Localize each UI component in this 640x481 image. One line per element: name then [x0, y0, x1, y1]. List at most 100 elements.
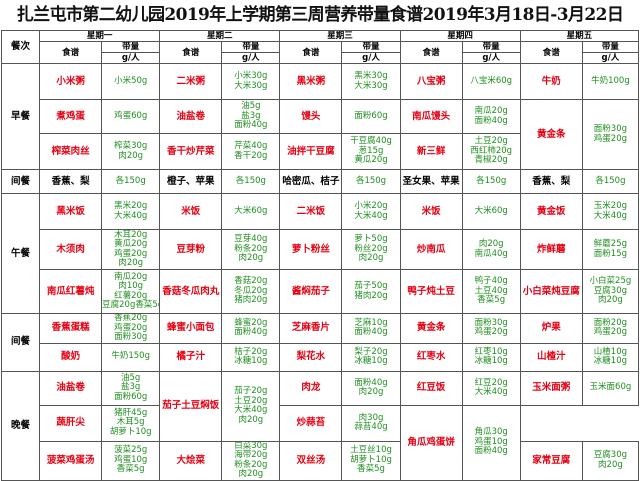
dish-column-header: 食谱: [519, 41, 583, 64]
ingredient-line: 角瓜30g: [474, 427, 508, 438]
ingredient-quantities: 白菜30g 海带20g 粉条20g 肉20g: [221, 440, 281, 481]
ingredient-quantities: 菠菜25g 鸡蛋10g 香菜5g: [101, 440, 161, 481]
ingredient-line: 肉20g: [598, 295, 623, 306]
ingredient-line: 大米40g: [354, 210, 388, 221]
ingredient-quantities: 榨菜30g 肉20g: [101, 133, 161, 170]
ingredient-line: 土豆20g: [234, 395, 268, 406]
ingredient-quantities: 面粉20g 鸡蛋20g: [581, 313, 640, 344]
dish-name: 黄金饭: [519, 193, 583, 230]
dish-name: 橙子、苹果: [159, 169, 223, 194]
dish-name: 香菇冬瓜肉丸: [159, 269, 223, 314]
ingredient-line: 香菜5g: [477, 295, 506, 306]
ingredient-line: 梨子20g: [354, 346, 388, 357]
ingredient-line: 八宝米60g: [470, 75, 513, 86]
ingredient-line: 香蕉20g: [114, 313, 148, 323]
ingredient-line: 茄子50g: [354, 281, 388, 291]
dish-name: 炉果: [519, 313, 583, 344]
ingredient-quantities: 桔子20g 冰糖10g: [221, 342, 281, 372]
ingredient-line: 冰糖10g: [593, 356, 628, 366]
weekday-header: 星期四: [399, 30, 521, 42]
ingredient-line: 黄瓜20g: [114, 239, 148, 249]
table-row: 间餐 香蕉、梨 各150g 橙子、苹果 各150g 哈密瓜、桔子 各150g 圣女果、苹果 各1…: [0, 169, 640, 194]
ingredient-quantities: 鸭子40g 土豆40g 香菜5g: [461, 269, 521, 314]
ingredient-line: 红枣10g: [474, 346, 508, 357]
ingredient-line: 海带20g: [234, 450, 268, 460]
ingredient-line: 肉20g: [598, 459, 623, 470]
ingredient-quantities: 猪肝45g 木耳5g 胡萝卜10g: [101, 404, 161, 442]
qty-column-header: 带量: [101, 41, 161, 53]
ingredient-line: 面粉40g: [474, 446, 508, 457]
dish-name: 梨花水: [279, 342, 343, 372]
ingredient-quantities: 各150g: [461, 169, 521, 194]
dish-name: 八宝粥: [399, 63, 463, 100]
ingredient-line: 南瓜20g: [474, 106, 508, 116]
dish-name: 南瓜红薯炖: [39, 269, 103, 314]
ingredient-line: 小白菜25g: [589, 276, 632, 287]
ingredient-line: 面粉30g: [474, 317, 508, 328]
ingredient-line: 蒜苔40g: [354, 422, 388, 432]
ingredient-line: 冰糖10g: [354, 356, 388, 366]
ingredient-line: 面粉40g: [234, 120, 268, 131]
ingredient-line: 土豆丝10g: [350, 445, 392, 456]
ingredient-line: 木耳5g: [116, 417, 145, 428]
ingredient-quantities: 萝卜50g 粉丝20g 肉20g: [341, 229, 401, 270]
ingredient-line: 肉30g: [358, 412, 384, 423]
dish-name: 香蕉蛋糕: [39, 313, 103, 344]
dish-name: 新三鲜: [399, 133, 463, 170]
ingredient-line: 各150g: [595, 175, 626, 186]
unit-header: g/人: [341, 52, 401, 64]
ingredient-line: 盐3g: [241, 110, 261, 121]
ingredient-line: 肉20g: [358, 387, 384, 397]
dish-name: 炒南瓜: [399, 229, 463, 270]
dish-name: 米饭: [399, 193, 463, 230]
ingredient-line: 土豆20g: [474, 136, 508, 147]
ingredient-quantities: 面粉40g 肉20g: [341, 370, 401, 406]
ingredient-line: 豆腐20g香菜5g: [102, 300, 160, 310]
ingredient-quantities: 南瓜20g 面粉40g: [461, 99, 521, 134]
table-row: 煮鸡蛋 鸡蛋60g 油盐卷 油5g 盐3g 面粉40g 馒头 面粉60g 南瓜馒头 南瓜20g 面粉…: [2, 99, 640, 170]
dish-name: 馒头: [279, 99, 343, 134]
ingredient-line: 肉20g: [358, 253, 384, 264]
dish-name: 香蕉、梨: [519, 169, 583, 194]
ingredient-quantities: 干豆腐40g 葱15g 黄瓜20g: [341, 133, 401, 170]
ingredient-line: 肉20g: [238, 469, 264, 479]
ingredient-line: 桔子20g: [234, 346, 268, 357]
ingredient-line: 玉米20g: [593, 201, 628, 211]
ingredient-line: 芝麻10g: [354, 317, 388, 328]
ingredient-quantities: 红枣10g 冰糖10g: [461, 342, 521, 372]
ingredient-quantities: 鸡蛋60g: [101, 99, 161, 134]
ingredient-line: 大米60g: [234, 205, 268, 216]
ingredient-line: 香干20g: [234, 150, 268, 161]
dish-name: 双丝汤: [279, 440, 343, 481]
ingredient-line: 各150g: [476, 175, 507, 186]
ingredient-quantities: 小米20g 大米40g: [341, 193, 401, 230]
ingredient-line: 肉10g: [118, 281, 144, 291]
ingredient-line: 面粉20g: [593, 317, 628, 328]
meal-label: 间餐: [0, 169, 41, 194]
table-row: 早餐 小米粥 小米50g 二米粥 小米30g 大米30g 黑米粥 黑米30g 大米30g 八宝粥八…: [0, 63, 640, 170]
ingredient-quantities: 红豆20g 大米40g: [461, 370, 521, 406]
meal-label: 午餐: [0, 193, 41, 314]
dish-name: 酸奶: [39, 342, 103, 372]
ingredient-line: 豆腐30g: [593, 450, 628, 460]
ingredient-line: 小米20g: [354, 201, 388, 211]
ingredient-quantities: 面粉30g 鸡蛋20g: [581, 99, 640, 170]
ingredient-line: 大米30g: [354, 80, 388, 91]
dish-name: 山楂汁: [519, 342, 583, 372]
ingredient-quantities: 芝麻10g 面粉40g: [341, 313, 401, 344]
dish-name: 油拌干豆腐: [279, 133, 343, 170]
dish-name: 油盐卷: [159, 99, 223, 134]
dish-name: 炒蒜苔: [279, 404, 343, 442]
ingredient-line: 玉米面60g: [589, 382, 632, 393]
dish-name: 红豆饭: [399, 370, 463, 406]
ingredient-quantities: 各150g: [101, 169, 161, 194]
ingredient-quantities: 茄子50g 猪肉20g: [341, 269, 401, 314]
ingredient-quantities: 玉米面60g: [581, 370, 640, 406]
table-row: 菠菜鸡蛋汤 菠菜25g 鸡蛋10g 香菜5g 大烩菜 白菜30g 海带20g 粉条20g 肉20…: [2, 440, 640, 481]
ingredient-line: 小米30g: [234, 71, 268, 81]
ingredient-line: 土豆40g: [474, 285, 508, 296]
ingredient-line: 肉20g: [238, 414, 264, 425]
ingredient-line: 牛奶100g: [591, 75, 630, 86]
ingredient-line: 各150g: [355, 175, 387, 186]
ingredient-quantities: 小米30g 大米30g: [221, 63, 281, 100]
